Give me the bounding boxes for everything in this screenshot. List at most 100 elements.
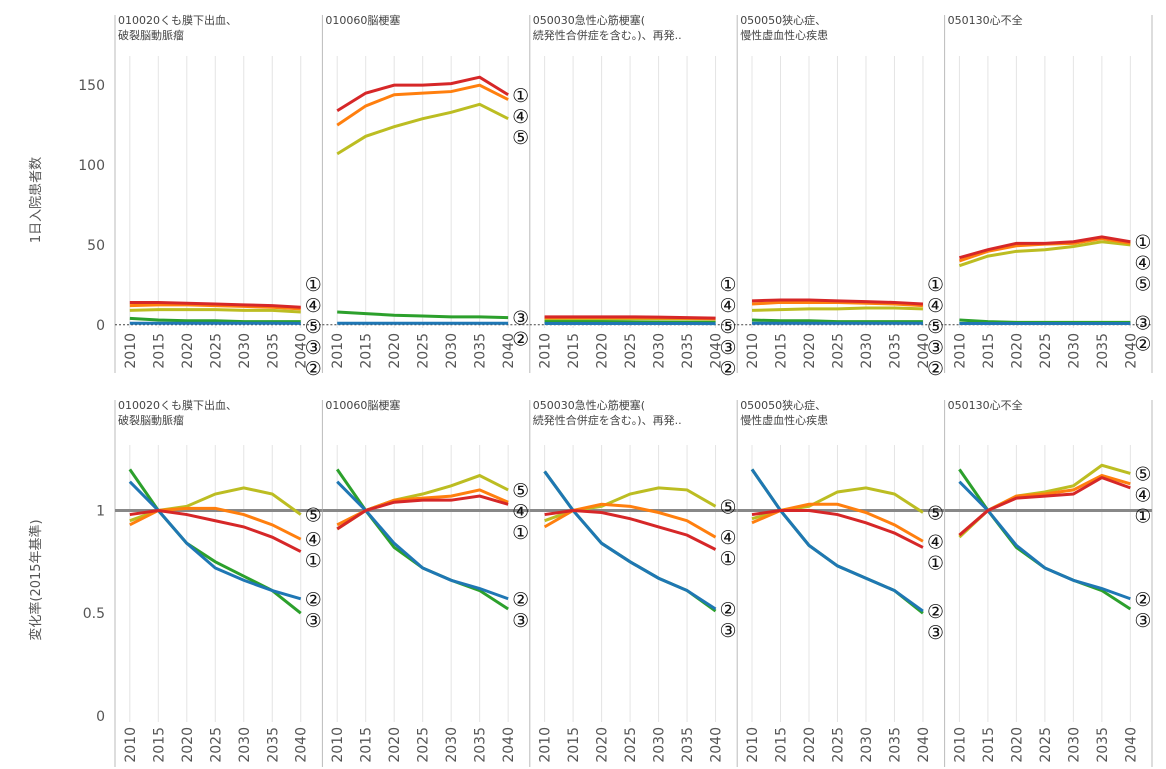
y-tick-label: 0 [96,709,105,725]
series-line [129,303,301,311]
series-end-label: ⑤ [1134,463,1151,485]
x-tick-label: 2020 [802,727,818,763]
x-tick-label: 2035 [680,727,696,763]
series-line [544,315,716,320]
series-line [129,308,301,314]
series-end-label: ⑤ [305,316,322,338]
series-end-label: ① [305,550,322,572]
x-tick-label: 2030 [237,333,253,369]
x-tick-label: 2030 [237,727,253,763]
x-tick-label: 2010 [330,727,346,763]
series-end-label: ③ [1134,610,1151,632]
series-end-label: ① [720,548,737,570]
x-tick-label: 2015 [981,333,997,369]
panel-title: 010060脳梗塞 [325,398,400,412]
series-line [751,300,924,308]
series-end-label: ⑤ [1134,274,1151,296]
series-end-label: ③ [720,337,737,359]
x-tick-label: 2010 [123,333,139,369]
x-tick-label: 2015 [774,727,790,763]
series-line [336,494,509,531]
x-tick-label: 2020 [180,727,196,763]
series-end-label: ① [720,274,737,296]
series-line [129,316,301,324]
series-line [959,235,1131,260]
series-end-label: ⑤ [720,496,737,518]
x-tick-label: 2030 [444,333,460,369]
series-end-label: ① [1134,505,1151,527]
x-tick-label: 2020 [1009,727,1025,763]
series-end-label: ③ [512,308,529,330]
series-line [958,240,1131,268]
x-tick-label: 2035 [265,333,281,369]
series-line [129,508,302,553]
series-line [336,83,509,127]
series-end-label: ② [1134,333,1151,355]
x-tick-label: 2020 [802,333,818,369]
x-tick-label: 2025 [208,727,224,763]
series-end-label: ① [1134,232,1151,254]
series-end-label: ⑤ [927,503,944,525]
x-tick-label: 2030 [859,727,875,763]
x-tick-label: 2015 [151,333,167,369]
panel-title: 続発性合併症を含む。)、再発.. [533,28,682,42]
x-tick-label: 2025 [830,727,846,763]
x-tick-label: 2020 [180,333,196,369]
series-end-label: ③ [305,337,322,359]
series-end-label: ② [720,358,737,380]
x-tick-label: 2025 [623,333,639,369]
series-end-label: ② [305,358,322,380]
series-line [751,318,923,324]
series-end-label: ③ [512,610,529,632]
series-end-label: ⑤ [512,127,529,149]
series-end-label: ① [512,522,529,544]
series-end-label: ④ [305,295,322,317]
x-tick-label: 2040 [501,333,517,369]
series-line [751,508,924,549]
series-end-label: ③ [1134,312,1151,334]
panel-title: 050130心不全 [948,398,1023,412]
x-tick-label: 2010 [538,727,554,763]
x-tick-label: 2035 [265,727,281,763]
series-line [544,508,717,551]
panel-title: 010020くも膜下出血、 [118,398,237,412]
x-tick-label: 2010 [745,333,761,369]
series-end-label: ② [1134,589,1151,611]
x-tick-label: 2040 [709,727,725,763]
x-tick-label: 2020 [595,333,611,369]
panel-title: 破裂脳動脈瘤 [118,413,184,427]
x-tick-label: 2030 [1066,727,1082,763]
x-tick-label: 2025 [416,727,432,763]
series-end-label: ④ [1134,253,1151,275]
x-tick-label: 2010 [123,727,139,763]
panel-title: 010020くも膜下出血、 [118,13,237,27]
series-end-label: ④ [720,527,737,549]
x-tick-label: 2025 [830,333,846,369]
series-end-label: ① [512,85,529,107]
x-tick-label: 2040 [1123,333,1139,369]
x-tick-label: 2025 [208,333,224,369]
x-tick-label: 2015 [151,727,167,763]
series-end-label: ② [512,589,529,611]
series-line [129,300,301,309]
x-tick-label: 2030 [1066,333,1082,369]
x-tick-label: 2015 [566,727,582,763]
x-tick-label: 2040 [709,333,725,369]
series-end-label: ④ [927,295,944,317]
series-end-label: ④ [305,529,322,551]
series-line [336,75,509,113]
x-tick-label: 2035 [887,727,903,763]
x-tick-label: 2040 [294,727,310,763]
x-tick-label: 2035 [473,333,489,369]
series-end-label: ② [305,589,322,611]
x-tick-label: 2010 [952,333,968,369]
y-tick-label: 100 [78,158,105,174]
series-end-label: ① [305,274,322,296]
y-tick-label: 0 [96,318,105,334]
x-tick-label: 2040 [294,333,310,369]
x-tick-label: 2025 [1038,333,1054,369]
x-tick-label: 2035 [1095,727,1111,763]
panel-title: 050050狭心症、 [740,398,826,412]
x-tick-label: 2035 [887,333,903,369]
